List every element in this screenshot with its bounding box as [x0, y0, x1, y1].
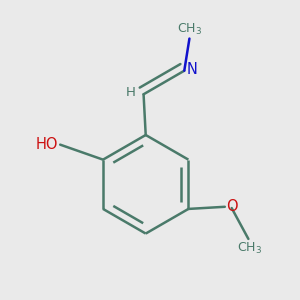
Text: N: N: [187, 62, 198, 77]
Text: CH$_3$: CH$_3$: [237, 241, 262, 256]
Text: O: O: [226, 199, 238, 214]
Text: CH$_3$: CH$_3$: [177, 22, 202, 37]
Text: H: H: [126, 85, 136, 99]
Text: HO: HO: [36, 137, 58, 152]
